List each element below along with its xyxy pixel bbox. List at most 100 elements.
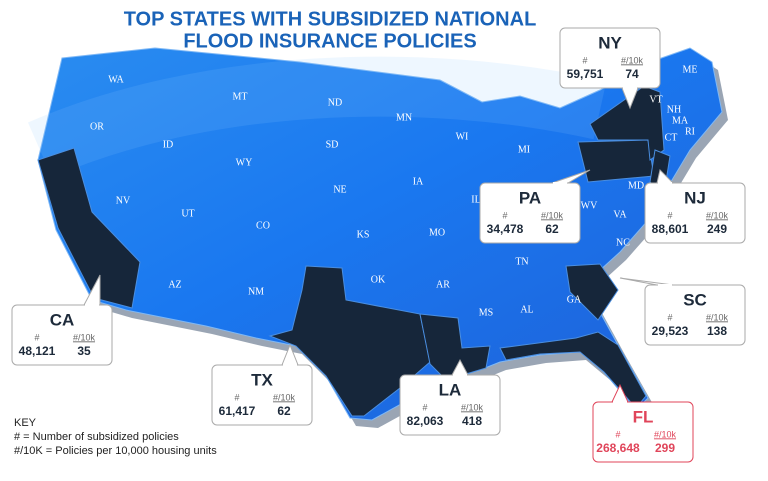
state-label: VA (613, 209, 627, 220)
state-label: VT (649, 94, 662, 105)
callout-box (644, 182, 746, 244)
state-sc (565, 263, 619, 321)
callout-state: FL (633, 407, 654, 426)
state-label: WV (581, 200, 598, 211)
map-base (37, 47, 723, 421)
callout-box (399, 374, 501, 436)
callout-box (479, 182, 581, 244)
rate-value: 418 (462, 414, 482, 428)
callout-state: CA (50, 310, 75, 329)
rate-value: 62 (545, 222, 559, 236)
state-label: MI (518, 144, 530, 155)
count-header: # (422, 402, 427, 412)
state-label: CO (256, 220, 270, 231)
state-label: MA (672, 115, 689, 126)
state-label: IA (413, 176, 424, 187)
rate-value: 138 (707, 324, 727, 338)
callout-box (211, 364, 313, 426)
callout-state: NY (598, 33, 622, 52)
callout-state: SC (683, 290, 707, 309)
callout-tail-cover (85, 304, 99, 306)
callout-tail-cover (283, 364, 297, 366)
rate-header: #/10k (654, 429, 677, 439)
title-line: FLOOD INSURANCE POLICIES (183, 30, 476, 52)
state-label: AZ (168, 279, 181, 290)
callout-tail-cover (613, 401, 627, 403)
rate-header: #/10k (73, 332, 96, 342)
state-la (419, 313, 491, 381)
rate-value: 35 (77, 344, 91, 358)
callout-box (592, 401, 694, 463)
state-ca (37, 147, 141, 309)
title-line: TOP STATES WITH SUBSIDIZED NATIONAL (124, 8, 537, 30)
callout-tail-cover (623, 87, 637, 89)
callout: LA # #/10k 82,063 418 (399, 358, 501, 436)
state-label: ND (328, 97, 342, 108)
callout-box (559, 27, 661, 89)
state-label: OR (90, 121, 104, 132)
state-label: TN (515, 256, 528, 267)
key-line: #/10K = Policies per 10,000 housing unit… (14, 445, 217, 457)
state-label: WA (108, 74, 124, 85)
state-label: UT (181, 208, 194, 219)
rate-header: #/10k (706, 312, 729, 322)
callout-tail-cover (658, 284, 672, 286)
rate-value: 299 (655, 441, 675, 455)
count-value: 82,063 (407, 414, 444, 428)
rate-value: 62 (277, 404, 291, 418)
count-header: # (502, 210, 507, 220)
state-label: AL (520, 304, 533, 315)
state-label: WI (456, 131, 469, 142)
state-label: MD (628, 180, 644, 191)
state-label: AR (436, 279, 450, 290)
highlight (27, 56, 607, 178)
callout-tail-cover (658, 182, 672, 184)
callout-box (644, 284, 746, 346)
rate-header: #/10k (621, 55, 644, 65)
state-label: GA (567, 294, 582, 305)
count-value: 59,751 (567, 67, 604, 81)
callout-tail (619, 277, 674, 286)
state-label: SD (326, 139, 339, 150)
count-value: 88,601 (652, 222, 689, 236)
count-value: 29,523 (652, 324, 689, 338)
state-label: NE (333, 184, 346, 195)
callout-state: PA (519, 188, 541, 207)
rate-header: #/10k (541, 210, 564, 220)
callout-box (11, 304, 113, 366)
count-value: 268,648 (596, 441, 640, 455)
state-label: KS (357, 229, 370, 240)
state-label: ID (163, 139, 174, 150)
rate-value: 74 (625, 67, 639, 81)
state-label: OK (371, 274, 386, 285)
callout-tail-cover (553, 182, 567, 184)
count-header: # (34, 332, 39, 342)
rate-value: 249 (707, 222, 727, 236)
rate-header: #/10k (273, 392, 296, 402)
state-label: MS (479, 307, 493, 318)
state-label: NV (116, 195, 131, 206)
state-label: NH (667, 104, 681, 115)
state-label: ME (683, 64, 698, 75)
callout: SC # #/10k 29,523 138 (619, 277, 746, 346)
state-label: MO (429, 227, 445, 238)
state-label: MT (233, 91, 248, 102)
state-label: WY (236, 157, 253, 168)
callout-state: TX (251, 370, 273, 389)
rate-header: #/10k (461, 402, 484, 412)
state-label: NM (248, 286, 264, 297)
state-pa (577, 139, 655, 183)
state-label: IL (471, 194, 480, 205)
callout-state: NJ (684, 188, 706, 207)
callout: TX # #/10k 61,417 62 (211, 343, 313, 426)
count-header: # (667, 210, 672, 220)
callout: NJ # #/10k 88,601 249 (644, 169, 746, 244)
rate-header: #/10k (706, 210, 729, 220)
count-value: 48,121 (19, 344, 56, 358)
callout-state: LA (439, 380, 462, 399)
state-label: MN (396, 112, 412, 123)
count-header: # (667, 312, 672, 322)
state-label: CT (665, 132, 678, 143)
key-title: KEY (14, 417, 37, 429)
count-value: 61,417 (219, 404, 256, 418)
